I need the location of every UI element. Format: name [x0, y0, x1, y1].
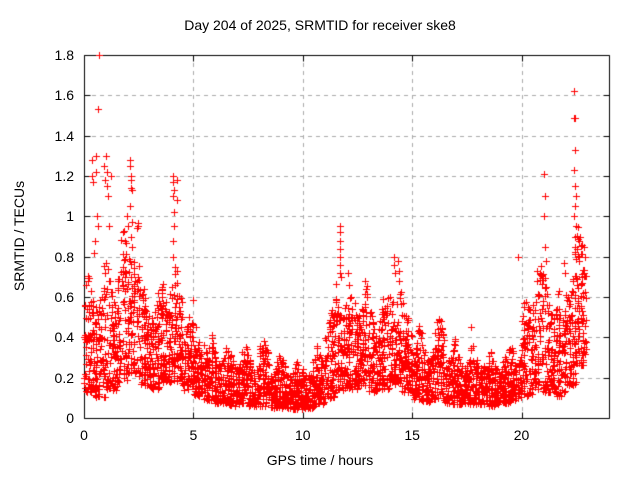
y-axis-label: SRMTID / TECUs [11, 180, 27, 292]
y-tick-label: 1.4 [54, 127, 74, 144]
chart-title: Day 204 of 2025, SRMTID for receiver ske… [184, 17, 456, 33]
x-tick-label: 10 [294, 427, 311, 443]
y-tick-label: 0.8 [54, 248, 74, 265]
y-tick-label: 0.2 [54, 369, 74, 386]
y-tick-label: 0 [66, 410, 74, 426]
y-tick-label: 0.4 [54, 329, 74, 346]
y-tick-label: 0.6 [54, 289, 74, 305]
x-tick-label: 0 [80, 427, 88, 443]
y-tick-label: 1 [66, 208, 74, 225]
x-tick-label: 5 [189, 427, 198, 443]
y-tick-label: 1.6 [54, 87, 74, 104]
x-tick-label: 15 [404, 427, 420, 443]
x-axis-label: GPS time / hours [266, 452, 374, 468]
y-tick-label: 1.8 [54, 47, 74, 63]
x-tick-label: 20 [513, 427, 530, 443]
y-tick-label: 1.2 [54, 168, 74, 184]
